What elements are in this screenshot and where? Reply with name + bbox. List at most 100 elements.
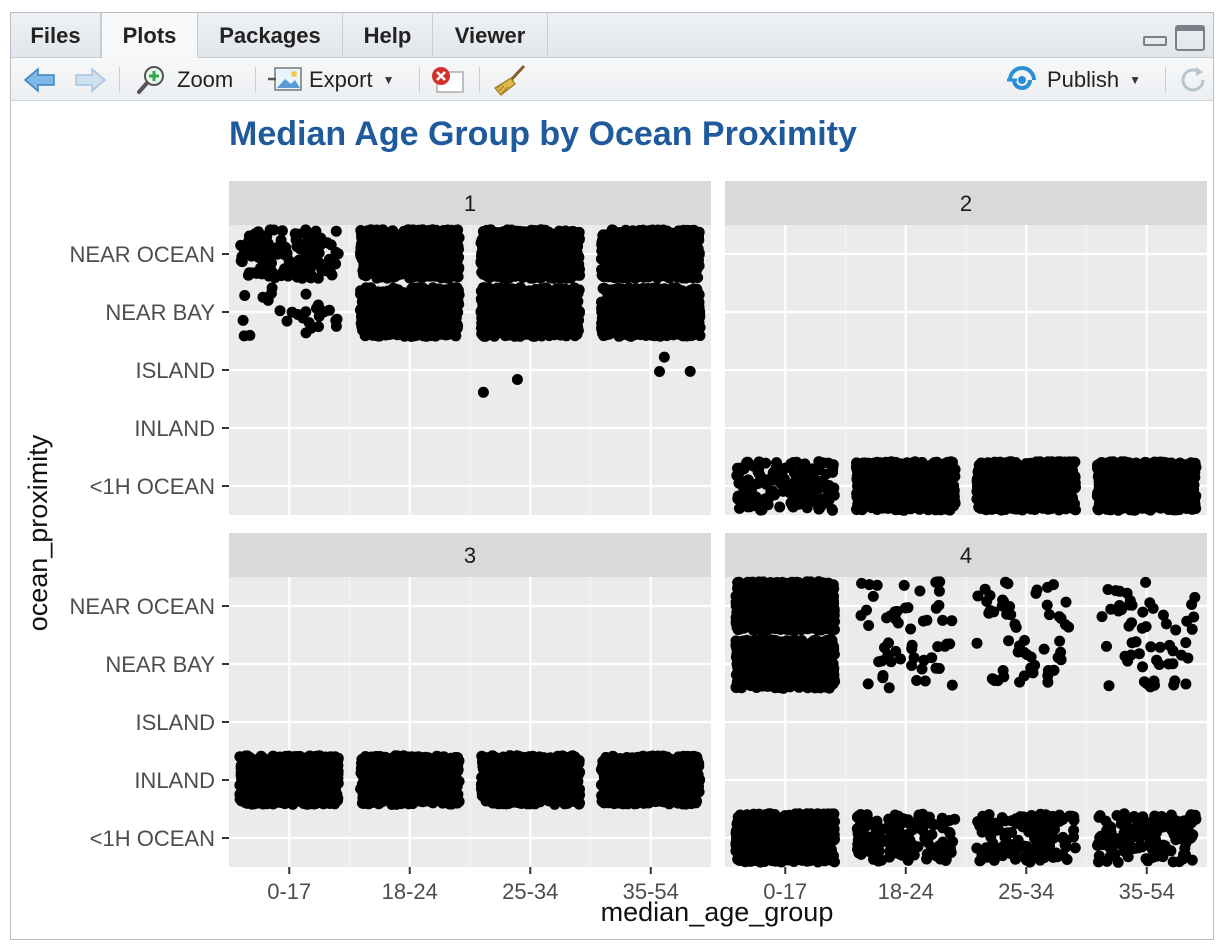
plots-toolbar: Zoom Export ▼ bbox=[11, 58, 1213, 101]
data-point bbox=[492, 230, 504, 242]
data-point bbox=[646, 264, 657, 276]
data-point bbox=[823, 494, 835, 506]
data-point bbox=[753, 468, 765, 480]
y-tick-label: INLAND bbox=[134, 416, 215, 441]
refresh-button[interactable] bbox=[1177, 58, 1209, 101]
data-point bbox=[658, 351, 670, 363]
data-point bbox=[518, 313, 530, 325]
data-point bbox=[409, 256, 421, 268]
data-point bbox=[539, 224, 551, 236]
data-point bbox=[392, 305, 404, 317]
data-point bbox=[448, 317, 459, 329]
export-image-icon bbox=[268, 66, 302, 91]
data-point bbox=[501, 254, 513, 266]
data-point bbox=[286, 306, 298, 318]
data-point bbox=[598, 330, 610, 342]
data-point bbox=[525, 272, 537, 284]
data-point bbox=[543, 299, 555, 311]
data-point bbox=[361, 285, 373, 296]
data-point bbox=[908, 485, 920, 497]
data-point bbox=[306, 270, 318, 282]
data-point bbox=[511, 329, 523, 341]
publish-menu-button[interactable]: Publish ▼ bbox=[1005, 58, 1141, 101]
data-point bbox=[477, 247, 489, 259]
data-point bbox=[574, 269, 586, 281]
data-point bbox=[247, 248, 259, 260]
forward-button[interactable] bbox=[73, 58, 107, 101]
minimize-pane-icon[interactable] bbox=[1141, 25, 1169, 49]
data-point bbox=[566, 321, 578, 333]
data-point bbox=[544, 267, 556, 279]
data-point bbox=[430, 224, 442, 236]
data-point bbox=[891, 461, 903, 473]
data-point bbox=[623, 329, 635, 341]
data-point bbox=[509, 260, 521, 272]
data-point bbox=[910, 471, 922, 482]
data-point bbox=[941, 499, 953, 511]
data-point bbox=[417, 246, 429, 258]
data-point bbox=[483, 306, 495, 318]
data-point bbox=[519, 227, 531, 239]
data-point bbox=[309, 235, 321, 247]
export-menu-button[interactable]: Export ▼ bbox=[267, 58, 394, 101]
data-point bbox=[741, 457, 753, 469]
publish-label: Publish bbox=[1047, 66, 1120, 92]
data-point bbox=[441, 245, 453, 257]
data-point bbox=[542, 255, 554, 267]
tab-help[interactable]: Help bbox=[343, 13, 433, 58]
data-point bbox=[262, 294, 274, 306]
toolbar-divider bbox=[1165, 67, 1166, 93]
data-point bbox=[431, 311, 443, 323]
data-point bbox=[862, 467, 874, 479]
data-point bbox=[543, 288, 555, 300]
data-point bbox=[386, 260, 398, 272]
tab-viewer[interactable]: Viewer bbox=[433, 13, 548, 58]
data-point bbox=[931, 475, 943, 487]
tab-files[interactable]: Files bbox=[11, 13, 101, 58]
data-point bbox=[654, 227, 666, 239]
data-point bbox=[286, 267, 298, 279]
data-point bbox=[537, 245, 549, 257]
data-point bbox=[684, 365, 696, 377]
data-point bbox=[801, 502, 813, 514]
data-point bbox=[942, 478, 954, 490]
data-point bbox=[525, 248, 537, 260]
tab-plots[interactable]: Plots bbox=[101, 13, 198, 59]
zoom-icon bbox=[137, 65, 164, 94]
data-point bbox=[446, 282, 458, 294]
data-point bbox=[477, 386, 489, 398]
window-controls bbox=[1141, 25, 1205, 51]
plot-viewer: Median Age Group by Ocean Proximity 1 <1H… bbox=[11, 101, 1215, 941]
facet-strip-label: 1 bbox=[464, 191, 476, 216]
data-point bbox=[420, 229, 432, 241]
zoom-label: Zoom bbox=[177, 66, 234, 92]
tab-packages[interactable]: Packages bbox=[198, 13, 343, 58]
data-point bbox=[382, 271, 394, 283]
data-point bbox=[418, 330, 430, 342]
data-point bbox=[266, 282, 278, 294]
data-point bbox=[371, 272, 383, 284]
data-point bbox=[295, 243, 307, 255]
data-point bbox=[355, 225, 367, 236]
data-point bbox=[396, 261, 408, 273]
data-point bbox=[510, 302, 522, 314]
data-point bbox=[411, 294, 423, 306]
pane-tab-bar: Files Plots Packages Help Viewer bbox=[11, 13, 1213, 59]
data-point bbox=[862, 480, 874, 492]
data-point bbox=[634, 240, 646, 252]
remove-plot-button[interactable] bbox=[429, 58, 465, 101]
clear-all-plots-button[interactable] bbox=[491, 58, 527, 101]
data-point bbox=[651, 294, 663, 306]
data-point bbox=[908, 460, 920, 472]
data-point bbox=[874, 485, 886, 497]
data-point bbox=[427, 282, 439, 294]
data-point bbox=[561, 252, 573, 264]
back-button[interactable] bbox=[23, 58, 57, 101]
data-point bbox=[404, 305, 416, 317]
maximize-pane-icon[interactable] bbox=[1175, 25, 1205, 51]
y-tick-label: ISLAND bbox=[136, 358, 215, 383]
data-point bbox=[762, 499, 774, 511]
data-point bbox=[551, 312, 563, 324]
data-point bbox=[511, 246, 523, 258]
zoom-button[interactable]: Zoom bbox=[135, 58, 233, 101]
